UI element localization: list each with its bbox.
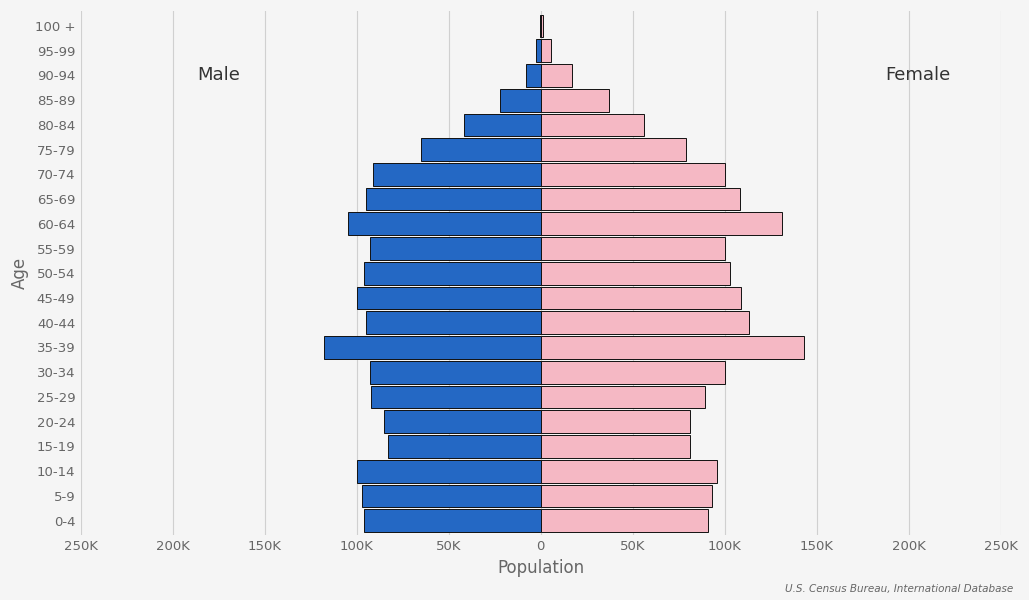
Bar bbox=[324, 336, 541, 359]
Bar bbox=[385, 410, 541, 433]
Bar bbox=[541, 163, 724, 186]
Bar bbox=[374, 163, 541, 186]
Bar bbox=[541, 460, 717, 482]
Bar bbox=[369, 237, 541, 260]
Bar bbox=[541, 113, 644, 136]
Bar bbox=[348, 212, 541, 235]
Bar bbox=[541, 287, 742, 310]
Bar bbox=[541, 188, 740, 211]
Y-axis label: Age: Age bbox=[11, 257, 29, 289]
Bar bbox=[541, 262, 731, 284]
Bar bbox=[541, 138, 686, 161]
Bar bbox=[526, 64, 541, 87]
Bar bbox=[541, 237, 724, 260]
Bar bbox=[541, 485, 712, 507]
Bar bbox=[541, 14, 543, 37]
Text: U.S. Census Bureau, International Database: U.S. Census Bureau, International Databa… bbox=[785, 584, 1014, 594]
Bar bbox=[541, 336, 804, 359]
Bar bbox=[541, 64, 572, 87]
Bar bbox=[388, 435, 541, 458]
Bar bbox=[366, 311, 541, 334]
Bar bbox=[357, 287, 541, 310]
Bar bbox=[541, 40, 551, 62]
Bar bbox=[541, 212, 782, 235]
X-axis label: Population: Population bbox=[497, 559, 584, 577]
Bar bbox=[421, 138, 541, 161]
Bar bbox=[364, 262, 541, 284]
Bar bbox=[541, 410, 689, 433]
Text: Female: Female bbox=[885, 67, 951, 85]
Bar bbox=[364, 509, 541, 532]
Bar bbox=[357, 460, 541, 482]
Bar bbox=[541, 386, 705, 409]
Bar bbox=[366, 188, 541, 211]
Bar bbox=[541, 361, 724, 383]
Bar bbox=[500, 89, 541, 112]
Bar bbox=[541, 89, 609, 112]
Bar bbox=[371, 386, 541, 409]
Bar bbox=[463, 113, 541, 136]
Text: Male: Male bbox=[198, 67, 240, 85]
Bar bbox=[541, 509, 708, 532]
Bar bbox=[369, 361, 541, 383]
Bar bbox=[541, 311, 749, 334]
Bar bbox=[536, 40, 541, 62]
Bar bbox=[362, 485, 541, 507]
Bar bbox=[541, 435, 689, 458]
